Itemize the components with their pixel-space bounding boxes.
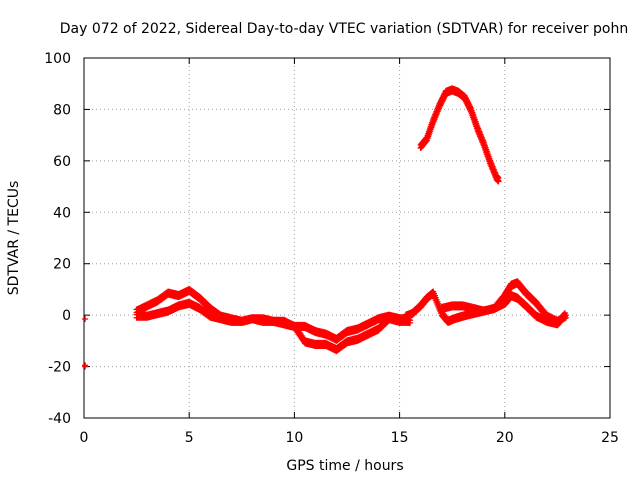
x-axis-label: GPS time / hours	[286, 458, 403, 474]
x-tick-label: 5	[185, 430, 194, 446]
grid-lines	[84, 58, 610, 418]
y-tick-label: 60	[53, 154, 71, 170]
y-tick-label: -20	[48, 360, 71, 376]
x-tick-label: 15	[391, 430, 409, 446]
y-tick-label: 20	[53, 257, 71, 273]
x-tick-label: 0	[80, 430, 89, 446]
y-tick-label: 0	[62, 308, 71, 324]
x-tick-label: 10	[285, 430, 303, 446]
y-tick-label: 100	[44, 51, 71, 67]
series-track-D-high-arc	[417, 85, 502, 185]
y-tick-label: -40	[48, 411, 71, 427]
chart-title: Day 072 of 2022, Sidereal Day-to-day VTE…	[60, 21, 628, 37]
x-tick-label: 20	[496, 430, 514, 446]
series-early-points	[82, 316, 89, 370]
series-track-A-lower	[133, 298, 414, 355]
data-point	[495, 178, 502, 185]
data-point	[407, 319, 414, 326]
y-tick-label: 80	[53, 102, 71, 118]
plot-frame	[83, 57, 611, 419]
data-point	[562, 314, 569, 321]
y-axis-label: SDTVAR / TECUs	[6, 181, 22, 296]
series-track-C	[438, 278, 569, 326]
y-tick-label: 40	[53, 205, 71, 221]
axis-ticks: 0 5 10 15 20 25 -40 -20 0 20 40 60 80 100	[44, 51, 619, 446]
x-tick-label: 25	[601, 430, 619, 446]
data-point	[82, 362, 89, 369]
data-point	[82, 316, 89, 322]
data-points	[82, 85, 569, 370]
